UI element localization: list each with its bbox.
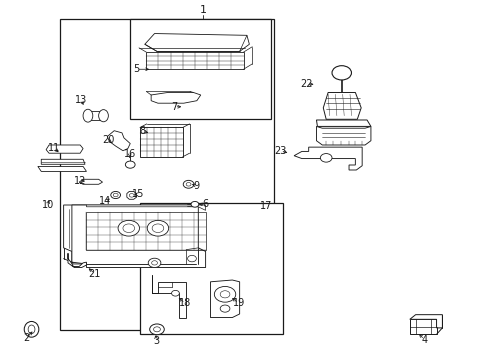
Ellipse shape — [122, 224, 134, 233]
Polygon shape — [151, 93, 201, 103]
Bar — [130, 19, 271, 119]
Text: 12: 12 — [74, 176, 86, 186]
Text: 18: 18 — [179, 298, 191, 308]
Polygon shape — [210, 280, 239, 318]
Polygon shape — [409, 319, 436, 334]
Text: 19: 19 — [232, 298, 244, 308]
Text: 6: 6 — [202, 199, 208, 209]
Ellipse shape — [147, 220, 168, 236]
Ellipse shape — [153, 327, 160, 332]
Text: 8: 8 — [139, 126, 145, 136]
Text: 5: 5 — [133, 64, 140, 74]
Ellipse shape — [187, 255, 196, 262]
Polygon shape — [316, 120, 370, 126]
Bar — [146, 52, 243, 69]
Ellipse shape — [118, 220, 139, 236]
Ellipse shape — [24, 321, 39, 337]
Text: 3: 3 — [153, 336, 159, 346]
Ellipse shape — [152, 224, 163, 233]
Ellipse shape — [149, 324, 164, 335]
Polygon shape — [323, 93, 361, 119]
Ellipse shape — [125, 161, 135, 168]
Text: 17: 17 — [260, 201, 272, 211]
Text: 13: 13 — [74, 95, 86, 105]
Ellipse shape — [83, 109, 93, 122]
Text: 10: 10 — [41, 200, 54, 210]
Ellipse shape — [191, 202, 199, 207]
Ellipse shape — [99, 110, 108, 122]
Polygon shape — [79, 179, 102, 184]
Bar — [86, 212, 205, 249]
Ellipse shape — [113, 193, 118, 197]
Bar — [60, 19, 273, 330]
Ellipse shape — [148, 258, 161, 267]
Text: 15: 15 — [132, 189, 144, 199]
Bar — [140, 203, 283, 334]
Text: 16: 16 — [123, 149, 136, 159]
Text: 22: 22 — [299, 79, 312, 89]
Text: 9: 9 — [193, 181, 200, 191]
Text: 2: 2 — [23, 333, 30, 343]
Ellipse shape — [320, 154, 331, 162]
Ellipse shape — [129, 194, 134, 197]
Text: 7: 7 — [171, 102, 177, 112]
Ellipse shape — [220, 305, 229, 312]
Ellipse shape — [151, 261, 157, 265]
Polygon shape — [72, 205, 205, 267]
Polygon shape — [41, 159, 85, 164]
Polygon shape — [46, 145, 83, 153]
Polygon shape — [152, 275, 186, 318]
Text: 14: 14 — [99, 197, 111, 206]
Ellipse shape — [220, 291, 229, 298]
Polygon shape — [38, 166, 86, 171]
Ellipse shape — [28, 325, 35, 334]
Polygon shape — [63, 205, 86, 264]
Polygon shape — [293, 147, 362, 170]
Text: 21: 21 — [88, 269, 101, 279]
Polygon shape — [126, 192, 136, 199]
Polygon shape — [86, 205, 205, 210]
Polygon shape — [316, 126, 370, 145]
Polygon shape — [144, 33, 249, 51]
Text: 23: 23 — [274, 146, 286, 156]
Ellipse shape — [183, 180, 194, 188]
Text: 11: 11 — [48, 143, 60, 153]
Ellipse shape — [214, 287, 235, 302]
Ellipse shape — [331, 66, 351, 80]
Text: 20: 20 — [102, 135, 114, 145]
Text: 4: 4 — [421, 335, 427, 345]
Ellipse shape — [186, 183, 191, 186]
Text: 1: 1 — [199, 5, 206, 15]
Polygon shape — [88, 111, 103, 120]
Bar — [140, 127, 183, 157]
Polygon shape — [68, 253, 86, 267]
Polygon shape — [107, 131, 130, 151]
Ellipse shape — [111, 192, 120, 199]
Polygon shape — [409, 315, 442, 328]
Ellipse shape — [171, 291, 179, 296]
